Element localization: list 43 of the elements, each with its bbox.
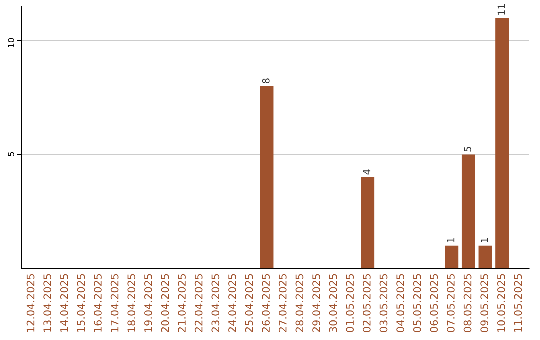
x-tick-label: 02.05.2025 xyxy=(362,274,371,332)
x-tick-label: 28.04.2025 xyxy=(296,274,304,332)
x-tick-label: 26.04.2025 xyxy=(262,274,270,332)
x-tick-label: 07.05.2025 xyxy=(447,274,455,332)
x-tick-label: 19.04.2025 xyxy=(144,274,152,332)
x-tick-label: 10.05.2025 xyxy=(497,274,506,332)
x-tick-label: 05.05.2025 xyxy=(413,274,422,332)
x-tick-label: 08.05.2025 xyxy=(464,274,472,332)
data-label: 1 xyxy=(447,238,455,242)
bar xyxy=(496,18,510,269)
x-tick-label: 30.04.2025 xyxy=(329,274,338,332)
x-tick-label: 16.04.2025 xyxy=(94,274,102,332)
x-tick-label: 17.04.2025 xyxy=(110,274,119,332)
bar xyxy=(462,154,476,269)
bar xyxy=(478,246,492,269)
x-tick-label: 23.04.2025 xyxy=(212,274,220,332)
data-label: 5 xyxy=(464,147,472,152)
data-label: 8 xyxy=(262,78,270,84)
x-tick-label: 01.05.2025 xyxy=(346,274,354,332)
x-tick-label: 14.04.2025 xyxy=(60,274,68,332)
x-tick-label: 15.04.2025 xyxy=(77,274,86,332)
bar xyxy=(260,86,274,269)
x-tick-label: 25.04.2025 xyxy=(245,274,254,332)
x-tick-label: 29.04.2025 xyxy=(312,274,320,332)
x-tick-label: 03.05.2025 xyxy=(380,274,388,332)
x-tick-label: 06.05.2025 xyxy=(430,274,438,332)
x-tick-label: 13.04.2025 xyxy=(44,274,52,332)
x-tick-label: 04.05.2025 xyxy=(396,274,404,332)
data-label: 4 xyxy=(363,170,371,175)
x-tick-label: 18.04.2025 xyxy=(128,274,136,332)
data-label: 11 xyxy=(498,4,505,15)
y-tick-label: 10 xyxy=(8,38,14,48)
x-tick-label: 21.04.2025 xyxy=(178,274,186,332)
x-tick-label: 11.05.2025 xyxy=(514,274,522,332)
x-tick-label: 22.04.2025 xyxy=(194,274,203,332)
bar xyxy=(361,178,375,269)
data-label: 1 xyxy=(481,238,488,242)
x-tick-label: 24.04.2025 xyxy=(228,274,236,332)
x-tick-label: 20.04.2025 xyxy=(161,274,170,332)
x-tick-label: 27.04.2025 xyxy=(278,274,287,332)
x-tick-label: 09.05.2025 xyxy=(480,274,489,332)
bar xyxy=(445,246,459,269)
x-tick-label: 12.04.2025 xyxy=(26,274,35,332)
